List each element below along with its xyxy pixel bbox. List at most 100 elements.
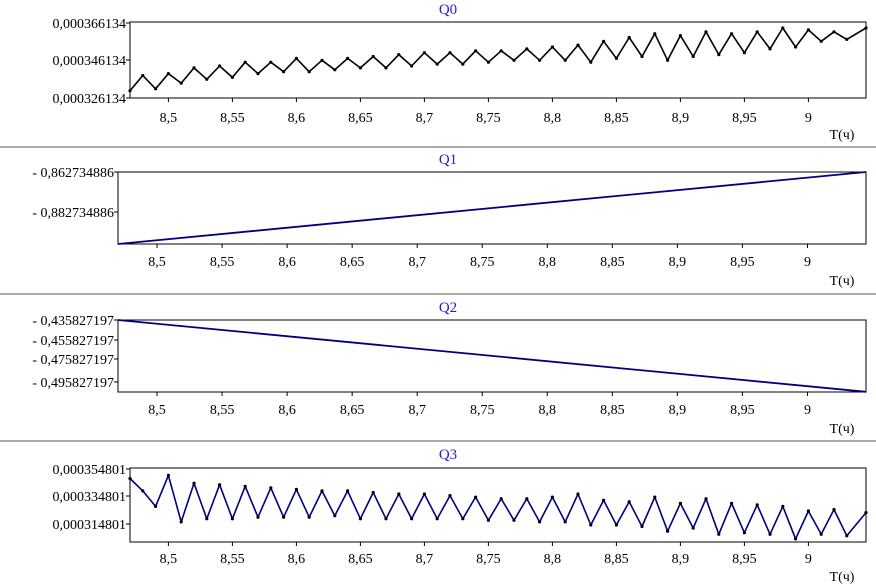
data-point <box>384 66 388 70</box>
data-point <box>422 51 426 55</box>
data-point <box>320 58 324 62</box>
data-point <box>422 492 426 496</box>
data-point <box>499 49 503 53</box>
y-tick-label: 0,000354801 <box>53 463 127 478</box>
chart-title: Q3 <box>439 447 457 463</box>
data-point <box>320 489 324 493</box>
data-point <box>538 58 542 62</box>
chart-title: Q1 <box>439 152 457 168</box>
data-point <box>550 495 555 499</box>
series-line <box>117 171 867 245</box>
data-point <box>678 34 683 38</box>
x-tick-label: 8,65 <box>340 403 365 418</box>
data-point <box>435 517 439 521</box>
x-tick-label: 8,85 <box>600 255 625 270</box>
data-point <box>346 56 350 61</box>
data-point <box>794 537 798 541</box>
data-point <box>294 56 298 61</box>
plot-frame <box>129 467 867 543</box>
data-point <box>589 60 593 64</box>
data-point <box>627 500 631 504</box>
x-tick-label: 9 <box>804 255 811 270</box>
x-tick-label: 8,65 <box>340 255 365 270</box>
y-tick-label: - 0,435827197 <box>32 314 114 329</box>
data-point <box>653 495 657 499</box>
x-axis-label: T(ч) <box>830 274 855 289</box>
y-tick-label: 0,000346134 <box>53 54 127 69</box>
x-tick-label: 8,9 <box>672 552 690 567</box>
x-tick-label: 8,85 <box>600 403 625 418</box>
x-axis-label: T(ч) <box>830 422 855 437</box>
data-point <box>192 66 196 70</box>
x-tick-label: 8,7 <box>416 552 434 567</box>
x-axis-label: T(ч) <box>830 570 855 585</box>
data-point <box>448 494 452 498</box>
data-point <box>781 26 785 30</box>
y-tick-label: 0,000334801 <box>53 490 127 505</box>
x-tick-label: 8,95 <box>730 255 755 270</box>
x-tick-label: 8,5 <box>148 403 166 418</box>
x-axis-label: T(ч) <box>830 128 855 143</box>
data-point <box>653 32 657 36</box>
data-point <box>410 517 414 521</box>
data-point <box>371 54 375 59</box>
x-tick-label: 8,6 <box>288 552 306 567</box>
data-point <box>166 72 170 76</box>
data-point <box>666 58 670 62</box>
data-point <box>576 492 580 496</box>
data-point <box>358 66 362 70</box>
data-point <box>602 498 606 502</box>
data-point <box>269 60 273 64</box>
data-point <box>640 524 644 529</box>
x-tick-label: 9 <box>804 403 811 418</box>
x-tick-label: 8,8 <box>544 552 562 567</box>
x-tick-label: 8,85 <box>604 552 629 567</box>
data-point <box>256 515 260 519</box>
x-tick-label: 8,8 <box>539 255 557 270</box>
data-point <box>384 517 388 521</box>
data-point <box>397 492 401 496</box>
data-point <box>589 523 593 527</box>
data-point <box>243 484 247 488</box>
x-tick-label: 8,5 <box>148 255 166 270</box>
x-tick-label: 8,95 <box>732 552 757 567</box>
data-point <box>563 520 567 524</box>
x-tick-label: 8,75 <box>476 552 501 567</box>
x-tick-label: 8,9 <box>669 403 687 418</box>
data-point <box>474 495 478 499</box>
data-point <box>256 72 260 76</box>
data-point <box>538 520 542 524</box>
data-point <box>205 77 209 81</box>
chart-panel-0: Q0 0,000366134 0,000346134 0,000326134 8,5 8,… <box>53 2 868 143</box>
data-point <box>512 58 516 62</box>
data-point <box>730 32 734 36</box>
plot-frame <box>117 171 867 245</box>
data-point <box>640 54 644 59</box>
x-tick-label: 8,55 <box>220 552 245 567</box>
data-point <box>230 517 234 521</box>
data-point <box>864 26 868 30</box>
data-point <box>550 45 555 49</box>
data-point <box>154 87 158 91</box>
data-point <box>486 60 490 64</box>
data-point <box>141 73 145 78</box>
data-point <box>218 64 222 68</box>
data-point <box>602 39 606 43</box>
data-point <box>794 45 798 49</box>
data-point <box>154 504 158 508</box>
data-point <box>678 501 683 505</box>
data-point <box>358 517 362 521</box>
y-tick-label: - 0,882734886 <box>32 206 114 221</box>
x-tick-label: 8,7 <box>408 403 426 418</box>
x-tick-label: 8,55 <box>210 255 235 270</box>
data-point <box>806 28 811 32</box>
data-point <box>282 70 286 74</box>
x-tick-label: 8,75 <box>470 403 495 418</box>
data-point <box>819 39 823 43</box>
x-tick-label: 8,75 <box>470 255 495 270</box>
data-point <box>691 526 695 530</box>
data-point <box>282 515 286 519</box>
data-point <box>243 60 247 64</box>
x-tick-label: 8,8 <box>544 111 562 126</box>
chart-panel-2: Q2 - 0,435827197 - 0,455827197 - 0,47582719… <box>32 300 867 437</box>
